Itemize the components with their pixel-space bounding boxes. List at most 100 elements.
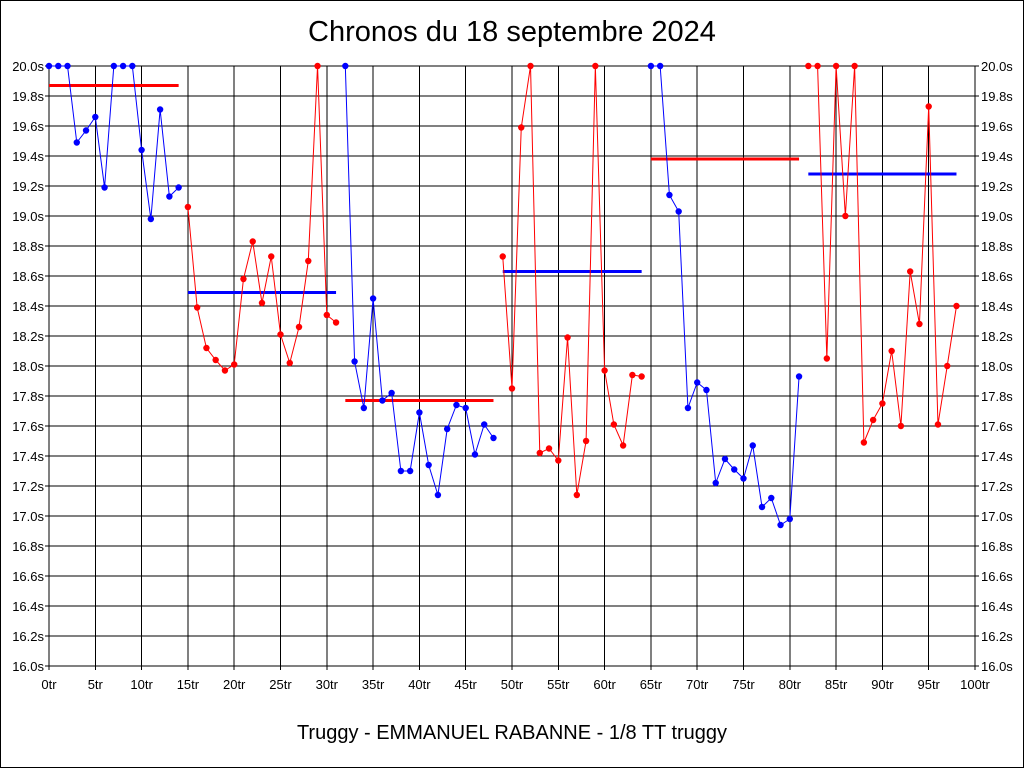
y-tick-label-right: 16.8s	[981, 539, 1013, 554]
y-tick-label-left: 17.0s	[12, 509, 44, 524]
data-point	[360, 404, 368, 412]
y-tick-label-right: 17.4s	[981, 449, 1013, 464]
y-tick-label-left: 18.8s	[12, 239, 44, 254]
data-point	[305, 257, 312, 265]
data-point	[656, 62, 664, 70]
x-tick-label: 55tr	[547, 677, 570, 692]
y-tick-label-left: 19.0s	[12, 209, 44, 224]
y-tick-label-right: 17.8s	[981, 389, 1013, 404]
data-point	[184, 203, 192, 211]
data-point	[832, 62, 840, 70]
y-tick-label-left: 16.2s	[12, 629, 44, 644]
data-point	[749, 442, 756, 449]
y-tick-label-right: 18.8s	[981, 239, 1013, 254]
data-point	[795, 373, 803, 380]
x-tick-label: 5tr	[88, 677, 104, 692]
data-point	[379, 397, 386, 404]
series-line	[49, 65, 179, 220]
data-point	[712, 479, 719, 487]
y-tick-label-right: 19.8s	[981, 89, 1013, 104]
y-tick-label-right: 18.4s	[981, 299, 1013, 314]
data-point	[619, 442, 627, 449]
y-tick-label-right: 16.2s	[981, 629, 1013, 644]
y-tick-label-right: 16.6s	[981, 569, 1013, 584]
data-point	[138, 146, 145, 154]
data-point	[916, 320, 923, 328]
data-point	[508, 385, 516, 392]
y-tick-label-left: 19.2s	[12, 179, 44, 194]
y-tick-label-right: 19.4s	[981, 149, 1013, 164]
data-point	[694, 379, 701, 386]
y-tick-label-left: 17.8s	[12, 389, 44, 404]
data-point	[351, 358, 358, 365]
data-point	[768, 494, 775, 502]
data-point	[638, 373, 645, 380]
y-tick-label-right: 17.6s	[981, 419, 1013, 434]
data-point	[490, 434, 497, 442]
y-tick-label-left: 16.0s	[12, 659, 44, 674]
y-tick-label-right: 18.2s	[981, 329, 1013, 344]
y-tick-label-left: 18.6s	[12, 269, 44, 284]
x-tick-label: 80tr	[779, 677, 802, 692]
data-point	[805, 62, 812, 70]
x-tick-label: 60tr	[593, 677, 616, 692]
data-point	[823, 355, 831, 362]
data-point	[249, 238, 256, 245]
data-point	[397, 467, 405, 475]
data-point	[240, 275, 247, 283]
data-point	[703, 386, 710, 394]
data-point	[647, 62, 655, 70]
y-tick-label-right: 18.0s	[981, 359, 1013, 374]
data-point	[860, 439, 868, 446]
y-tick-label-left: 19.4s	[12, 149, 44, 164]
y-tick-label-right: 17.0s	[981, 509, 1013, 524]
data-point	[842, 212, 849, 220]
data-point	[369, 295, 377, 302]
y-tick-label-left: 16.4s	[12, 599, 44, 614]
data-point	[314, 62, 321, 70]
x-tick-label: 20tr	[223, 677, 246, 692]
y-tick-label-right: 19.2s	[981, 179, 1013, 194]
series-line	[502, 65, 642, 496]
data-point	[740, 475, 747, 482]
x-tick-label: 45tr	[454, 677, 477, 692]
x-tick-label: 100tr	[960, 677, 990, 692]
data-point	[231, 361, 238, 368]
data-point	[175, 184, 182, 191]
data-point	[758, 503, 766, 511]
data-point	[129, 62, 136, 70]
data-point	[323, 311, 330, 319]
data-point	[629, 371, 636, 379]
y-tick-label-right: 19.0s	[981, 209, 1013, 224]
data-point	[934, 421, 942, 428]
data-point	[499, 253, 506, 260]
x-tick-label: 30tr	[316, 677, 339, 692]
x-tick-label: 75tr	[732, 677, 755, 692]
data-point	[295, 323, 303, 331]
data-point	[119, 62, 127, 70]
series-line	[187, 65, 337, 372]
data-point	[869, 416, 877, 424]
y-tick-label-right: 17.2s	[981, 479, 1013, 494]
data-point	[925, 103, 932, 110]
x-tick-label: 25tr	[269, 677, 292, 692]
data-point	[953, 302, 960, 310]
data-point	[684, 404, 692, 412]
y-tick-label-left: 18.4s	[12, 299, 44, 314]
x-tick-label: 0tr	[41, 677, 57, 692]
data-point	[545, 445, 553, 452]
data-point	[851, 62, 858, 70]
y-tick-label-left: 20.0s	[12, 59, 44, 74]
data-point	[601, 367, 608, 374]
data-point	[897, 422, 905, 430]
data-point	[582, 437, 590, 445]
data-point	[110, 62, 118, 70]
data-point	[786, 515, 793, 523]
data-point	[268, 253, 275, 260]
data-point	[592, 62, 599, 70]
x-tick-label: 35tr	[362, 677, 385, 692]
data-point	[573, 491, 581, 499]
x-tick-label: 40tr	[408, 677, 431, 692]
data-point	[453, 401, 460, 409]
